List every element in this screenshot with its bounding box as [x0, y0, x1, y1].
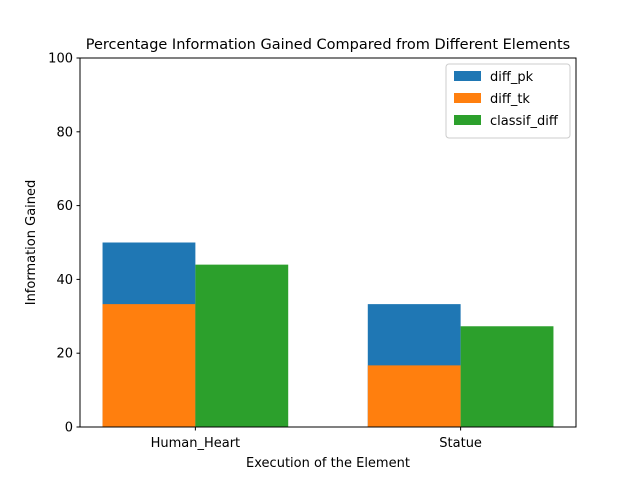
bar-classif_diff-human_heart — [195, 264, 289, 427]
legend: diff_pk diff_tk classif_diff — [445, 63, 571, 139]
y-tick-label: 0 — [65, 421, 73, 436]
legend-swatch-diff_pk — [454, 71, 481, 81]
plot-frame — [79, 57, 577, 428]
bar-diff_tk-human_heart — [102, 304, 196, 427]
y-tick-label: 20 — [56, 347, 73, 362]
legend-label-classif_diff: classif_diff — [490, 114, 559, 129]
bar-classif_diff-statue — [460, 326, 554, 427]
y-axis-label: Information Gained — [24, 180, 39, 306]
y-tick-label: 80 — [56, 125, 73, 140]
x-tick-label: Statue — [439, 436, 482, 451]
x-axis-ticks: Human_Heart Statue — [151, 427, 482, 451]
legend-swatch-classif_diff — [454, 115, 481, 125]
y-tick-label: 100 — [48, 52, 73, 67]
legend-label-diff_pk: diff_pk — [490, 70, 534, 85]
legend-swatch-diff_tk — [454, 93, 481, 103]
y-axis-ticks: 0 20 40 60 80 100 — [48, 52, 80, 436]
x-tick-label: Human_Heart — [151, 436, 241, 451]
legend-label-diff_tk: diff_tk — [490, 92, 530, 107]
bar-diff_tk-statue — [367, 365, 461, 427]
y-tick-label: 60 — [56, 199, 73, 214]
y-tick-label: 40 — [56, 273, 73, 288]
x-axis-label: Execution of the Element — [246, 456, 410, 471]
chart-title: Percentage Information Gained Compared f… — [86, 37, 570, 53]
bars-layer — [102, 242, 554, 427]
